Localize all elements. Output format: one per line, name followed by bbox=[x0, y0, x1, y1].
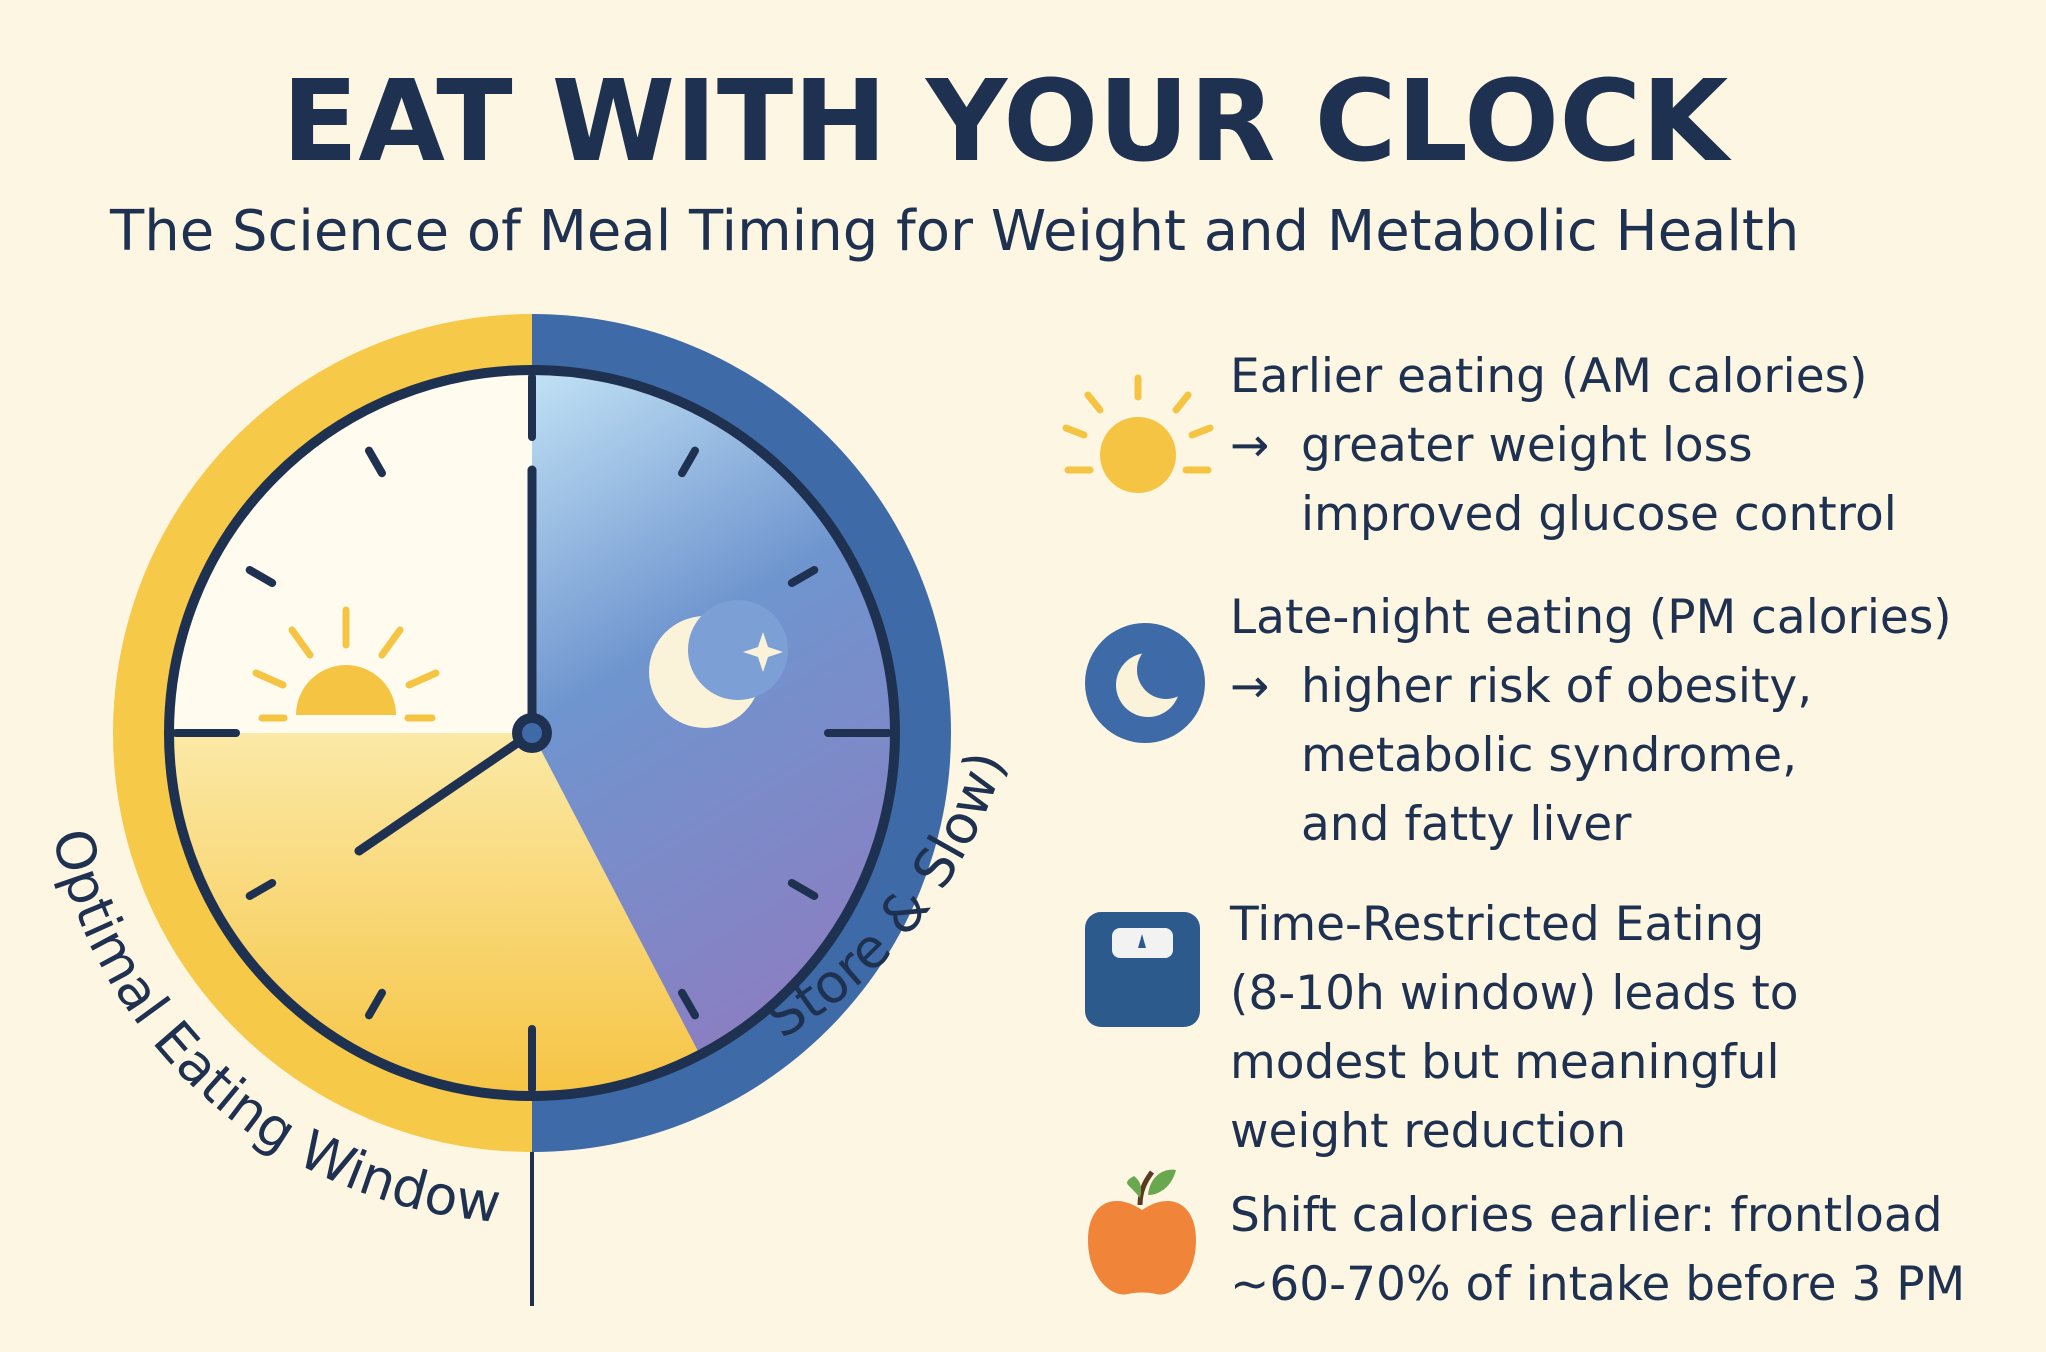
subtitle: The Science of Meal Timing for Weight an… bbox=[109, 199, 1799, 264]
fact-line: Shift calories earlier: frontload bbox=[1230, 1188, 1943, 1243]
fact-line: (8-10h window) leads to bbox=[1230, 966, 1799, 1021]
fact-line: modest but meaningful bbox=[1230, 1035, 1780, 1090]
fact-line: Time-Restricted Eating bbox=[1229, 897, 1764, 952]
sun-in-clock bbox=[252, 606, 440, 722]
tick bbox=[678, 446, 699, 478]
fact-heading: Earlier eating (AM calories) bbox=[1230, 349, 1867, 404]
fact-detail: and fatty liver bbox=[1301, 797, 1632, 852]
clock-ticks bbox=[172, 373, 892, 1093]
hour-hand bbox=[354, 728, 537, 856]
icons bbox=[1062, 374, 1214, 1295]
hub-inner bbox=[522, 723, 542, 743]
title: EAT WITH YOUR CLOCK bbox=[282, 57, 1733, 187]
clock-face bbox=[164, 365, 900, 1101]
facts: Earlier eating (AM calories) → greater wei… bbox=[1229, 349, 1965, 1312]
fact-arrow: → bbox=[1230, 659, 1269, 714]
moon-in-clock bbox=[649, 600, 788, 728]
fact-arrow: → bbox=[1230, 418, 1269, 473]
tick bbox=[365, 446, 386, 478]
fact-detail: greater weight loss bbox=[1301, 418, 1753, 473]
eating-window bbox=[169, 733, 700, 1096]
tick bbox=[245, 879, 277, 900]
fact-detail: metabolic syndrome, bbox=[1301, 728, 1797, 783]
fact-line: weight reduction bbox=[1230, 1104, 1626, 1159]
tick bbox=[787, 566, 819, 587]
tick bbox=[365, 988, 386, 1020]
scale-icon bbox=[1085, 912, 1200, 1027]
fact-line: ~60-70% of intake before 3 PM bbox=[1230, 1257, 1965, 1312]
fact-detail: improved glucose control bbox=[1301, 487, 1897, 542]
sun-icon bbox=[1062, 374, 1214, 493]
tick bbox=[678, 988, 699, 1020]
tick bbox=[245, 566, 277, 587]
fact-heading: Late-night eating (PM calories) bbox=[1230, 590, 1952, 645]
moon-icon bbox=[1085, 623, 1205, 743]
fact-detail: higher risk of obesity, bbox=[1301, 659, 1812, 714]
apple-icon bbox=[1088, 1169, 1196, 1295]
tick bbox=[787, 879, 819, 900]
